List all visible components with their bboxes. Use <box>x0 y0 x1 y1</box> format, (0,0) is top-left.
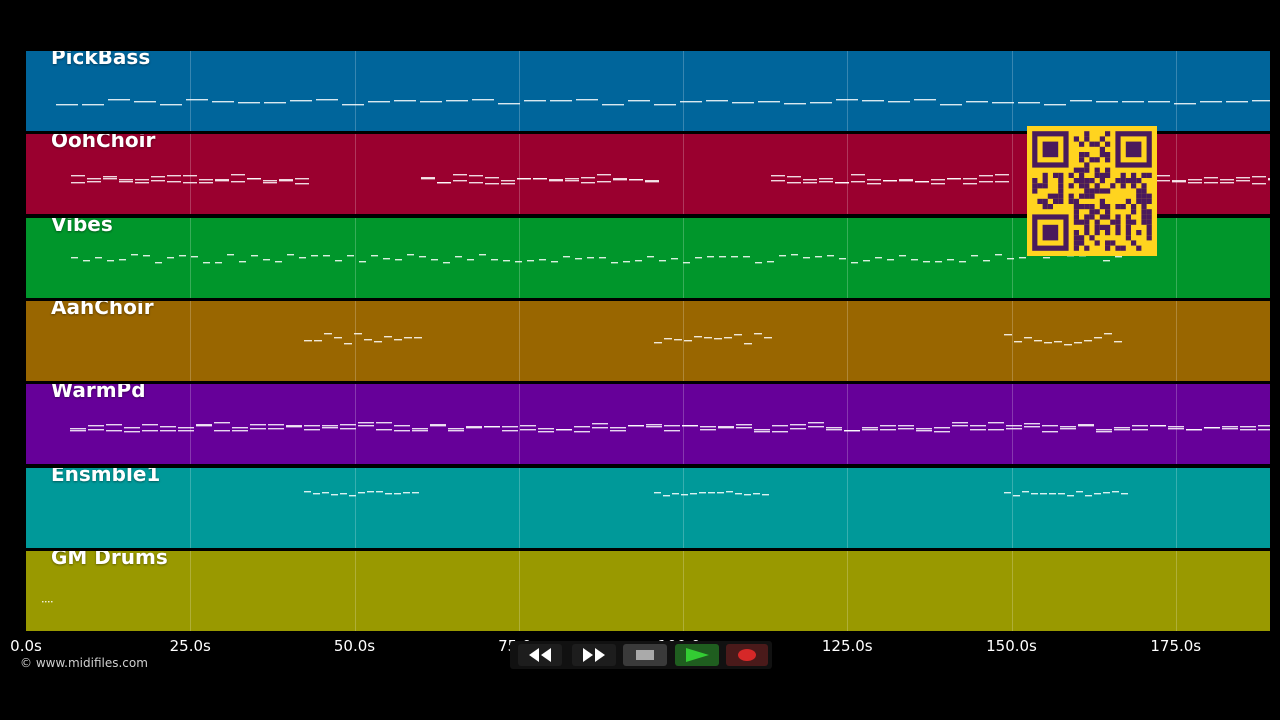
note-lines <box>70 422 1270 433</box>
grid-line <box>1176 217 1177 298</box>
grid-line <box>683 51 684 131</box>
grid-line <box>683 300 684 381</box>
grid-line <box>519 467 520 548</box>
grid-line <box>1176 550 1177 631</box>
stop-icon <box>636 650 654 660</box>
grid-line <box>190 134 191 215</box>
track-label: WarmPd <box>51 384 146 403</box>
copyright-credit: © www.midifiles.com <box>20 656 148 670</box>
track-gm-drums[interactable]: GM Drums <box>26 550 1270 631</box>
grid-line <box>683 217 684 298</box>
record-button[interactable] <box>726 644 768 666</box>
grid-line <box>847 384 848 465</box>
fast-forward-icon <box>583 648 605 662</box>
play-icon <box>686 648 709 662</box>
track-label: PickBass <box>51 51 151 69</box>
grid-line <box>1012 134 1013 215</box>
track-label: OohChoir <box>51 134 156 153</box>
grid-line <box>683 467 684 548</box>
grid-line <box>1176 467 1177 548</box>
grid-line <box>519 51 520 131</box>
track-warmpd[interactable]: WarmPd <box>26 384 1270 465</box>
grid-line <box>519 384 520 465</box>
grid-line <box>190 550 191 631</box>
track-ensmble1[interactable]: Ensmble1 <box>26 467 1270 548</box>
grid-line <box>355 550 356 631</box>
track-label: Vibes <box>51 217 113 236</box>
track-label: GM Drums <box>51 550 168 569</box>
grid-line <box>847 134 848 215</box>
grid-line <box>683 550 684 631</box>
grid-line <box>355 134 356 215</box>
grid-line <box>519 300 520 381</box>
track-label: Ensmble1 <box>51 467 161 486</box>
grid-line <box>683 134 684 215</box>
axis-tick-label: 0.0s <box>10 637 42 655</box>
stop-button[interactable] <box>623 644 667 666</box>
rewind-icon <box>529 648 551 662</box>
grid-line <box>847 217 848 298</box>
grid-line <box>190 217 191 298</box>
axis-tick-label: 50.0s <box>333 637 376 655</box>
record-icon <box>738 649 756 661</box>
note-lines <box>304 332 1122 346</box>
fast-forward-button[interactable] <box>572 644 616 666</box>
grid-line <box>355 467 356 548</box>
track-pickbass[interactable]: PickBass <box>26 51 1270 131</box>
grid-line <box>519 550 520 631</box>
note-lines <box>42 600 53 603</box>
grid-line <box>1012 384 1013 465</box>
grid-line <box>355 51 356 131</box>
grid-line <box>847 300 848 381</box>
grid-line <box>519 134 520 215</box>
grid-line <box>1012 51 1013 131</box>
grid-line <box>847 467 848 548</box>
axis-tick-label: 175.0s <box>1150 637 1202 655</box>
grid-line <box>1176 51 1177 131</box>
grid-line <box>355 300 356 381</box>
grid-line <box>1012 550 1013 631</box>
transport-controls <box>510 641 772 669</box>
grid-line <box>847 550 848 631</box>
grid-line <box>1176 384 1177 465</box>
grid-line <box>1176 134 1177 215</box>
grid-line <box>519 217 520 298</box>
axis-tick-label: 150.0s <box>986 637 1037 655</box>
grid-line <box>190 467 191 548</box>
track-aahchoir[interactable]: AahChoir <box>26 300 1270 381</box>
track-label: AahChoir <box>51 300 154 319</box>
grid-line <box>847 51 848 131</box>
qr-code-icon <box>1027 126 1157 256</box>
note-lines <box>304 490 1128 497</box>
grid-line <box>1176 300 1177 381</box>
grid-line <box>190 300 191 381</box>
grid-line <box>190 384 191 465</box>
track-area: PickBass OohChoir Vibes AahChoir WarmPd Ensmb… <box>26 51 1270 631</box>
grid-line <box>1012 300 1013 381</box>
grid-line <box>190 51 191 131</box>
axis-tick-label: 25.0s <box>169 637 211 655</box>
axis-tick-label: 125.0s <box>821 637 873 655</box>
rewind-button[interactable] <box>518 644 562 666</box>
grid-line <box>355 217 356 298</box>
note-lines <box>56 99 1270 106</box>
grid-line <box>1012 467 1013 548</box>
grid-line <box>683 384 684 465</box>
play-button[interactable] <box>675 644 719 666</box>
note-lines <box>71 174 1270 185</box>
